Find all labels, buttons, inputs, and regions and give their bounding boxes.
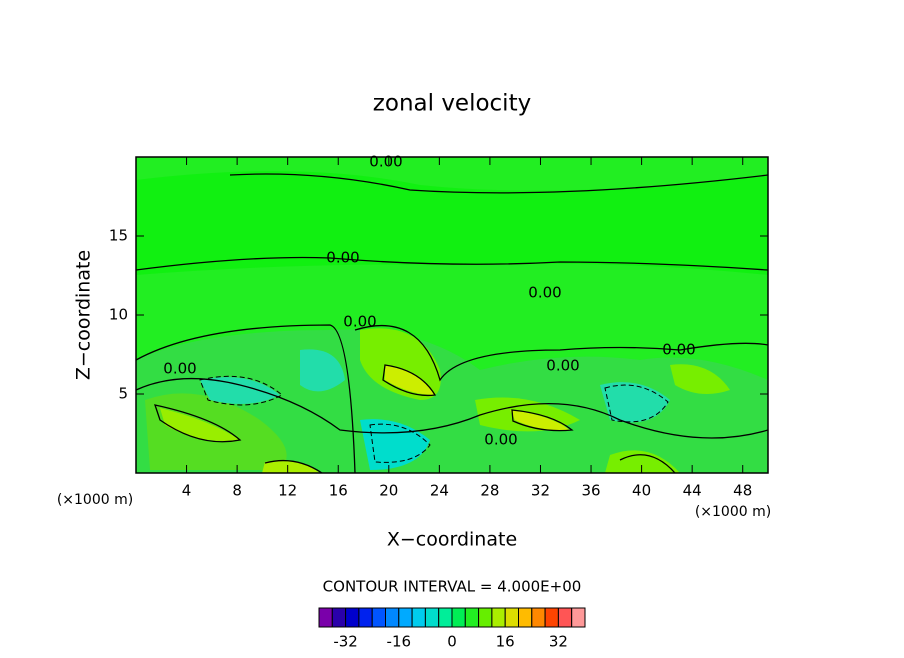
contour-label: 0.00 xyxy=(343,313,376,331)
y-axis-label: Z−coordinate xyxy=(73,250,95,380)
colorbar-box xyxy=(518,607,533,628)
contour-label: 0.00 xyxy=(326,249,359,267)
y-tick-label: 15 xyxy=(109,227,128,245)
colorbar-box xyxy=(544,607,559,628)
colorbar-box xyxy=(531,607,546,628)
x-tick-label: 16 xyxy=(329,482,348,500)
colorbar-box xyxy=(411,607,426,628)
colorbar-box xyxy=(371,607,387,628)
x-tick-label: 32 xyxy=(531,482,550,500)
colorbar-tick-label: 16 xyxy=(496,633,515,651)
colorbar-box xyxy=(464,607,480,628)
colorbar-box xyxy=(398,607,413,628)
x-tick-label: 24 xyxy=(430,482,449,500)
x-axis-label: X−coordinate xyxy=(387,529,517,551)
x-unit-right: (×1000 m) xyxy=(695,504,771,520)
y-tick-label: 10 xyxy=(109,306,128,324)
contour-label: 0.00 xyxy=(484,431,517,449)
x-tick-label: 28 xyxy=(480,482,499,500)
colorbar-tick-label: -32 xyxy=(333,633,358,651)
x-unit-left: (×1000 m) xyxy=(57,492,133,508)
contour-label: 0.00 xyxy=(546,357,579,375)
x-tick-label: 4 xyxy=(182,482,192,500)
colorbar-box xyxy=(557,607,573,628)
contour-lines xyxy=(136,173,768,473)
contour-label: 0.00 xyxy=(163,360,196,378)
contour-label: 0.00 xyxy=(528,284,561,302)
negative-contours xyxy=(199,375,669,463)
colorbar-box xyxy=(504,607,520,628)
colorbar-box xyxy=(491,607,506,628)
colorbar-box xyxy=(571,607,586,628)
x-tick-label: 44 xyxy=(683,482,702,500)
colorbar-box xyxy=(424,607,440,628)
colorbar-tick-label: 32 xyxy=(549,633,568,651)
x-tick-label: 20 xyxy=(379,482,398,500)
contour-interval: CONTOUR INTERVAL = 4.000E+00 xyxy=(323,578,582,596)
y-tick-label: 5 xyxy=(118,385,128,403)
contour-fill xyxy=(136,157,768,473)
x-tick-label: 36 xyxy=(581,482,600,500)
colorbar-tick-label: 0 xyxy=(447,633,457,651)
colorbar-box xyxy=(385,607,400,628)
colorbar-box xyxy=(358,607,373,628)
colorbar-box xyxy=(451,607,466,628)
colorbar-box xyxy=(438,607,453,628)
contour-label: 0.00 xyxy=(369,153,402,171)
colorbar-tick-label: -16 xyxy=(387,633,412,651)
contour-label: 0.00 xyxy=(662,341,695,359)
colorbar-box xyxy=(345,607,360,628)
colorbar-box xyxy=(478,607,493,628)
colorbar-box xyxy=(318,607,333,628)
x-tick-label: 48 xyxy=(733,482,752,500)
x-tick-label: 12 xyxy=(278,482,297,500)
x-tick-label: 8 xyxy=(232,482,242,500)
colorbar-box xyxy=(331,607,347,628)
chart-title: zonal velocity xyxy=(373,91,531,117)
x-tick-label: 40 xyxy=(632,482,651,500)
